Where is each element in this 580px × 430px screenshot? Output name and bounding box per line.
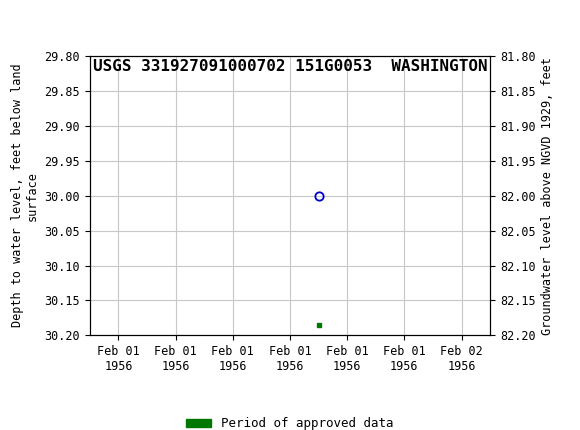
Y-axis label: Groundwater level above NGVD 1929, feet: Groundwater level above NGVD 1929, feet: [541, 57, 554, 335]
Text: USGS 331927091000702 151G0053  WASHINGTON: USGS 331927091000702 151G0053 WASHINGTON: [93, 59, 487, 74]
Text: ≡USGS: ≡USGS: [10, 10, 65, 28]
Y-axis label: Depth to water level, feet below land
surface: Depth to water level, feet below land su…: [11, 64, 39, 328]
Legend: Period of approved data: Period of approved data: [181, 412, 399, 430]
